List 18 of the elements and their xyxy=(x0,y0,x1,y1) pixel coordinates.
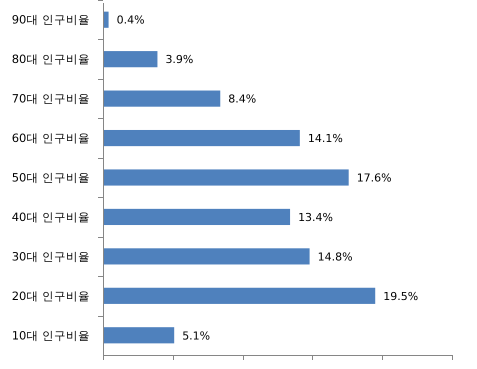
y-tick-label: 30대 인구비율 xyxy=(12,249,90,264)
data-label: 5.1% xyxy=(182,329,210,342)
y-tick-label: 90대 인구비율 xyxy=(12,12,90,27)
data-label: 14.8% xyxy=(318,250,353,264)
y-tick-label: 70대 인구비율 xyxy=(12,92,90,106)
data-label: 19.5% xyxy=(383,290,418,303)
y-tick-label: 10대 인구비율 xyxy=(12,328,90,342)
y-tick-label: 40대 인구비율 xyxy=(12,210,90,224)
data-label: 8.4% xyxy=(228,92,256,106)
data-label: 3.9% xyxy=(165,53,194,66)
data-label: 17.6% xyxy=(356,172,392,184)
data-label: 13.4% xyxy=(298,210,334,224)
y-tick-label: 60대 인구비율 xyxy=(12,131,90,146)
y-tick-label: 50대 인구비율 xyxy=(12,170,90,184)
data-label: 0.4% xyxy=(116,14,145,27)
y-tick-label: 80대 인구비율 xyxy=(12,52,90,66)
data-label: 14.1% xyxy=(308,132,343,146)
y-tick-label: 20대 인구비율 xyxy=(12,288,90,303)
